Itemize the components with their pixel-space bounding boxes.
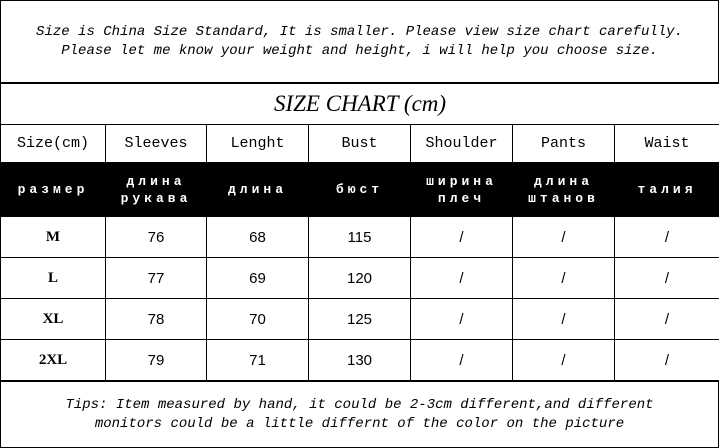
header-ru-line: плеч: [437, 190, 486, 206]
size-table: SIZE CHART (cm) Size(cm) Sleeves Lenght Bust…: [0, 83, 719, 381]
data-cell: XL: [0, 298, 106, 340]
data-cell: /: [410, 216, 513, 258]
data-cell: 69: [206, 257, 309, 299]
data-cell: /: [512, 216, 615, 258]
data-cell: 70: [206, 298, 309, 340]
data-cell: /: [613, 339, 719, 381]
data-row: L 77 69 120// /: [0, 257, 719, 299]
notice-line: Size is China Size Standard, It is small…: [36, 23, 683, 40]
data-cell: 79: [105, 339, 207, 381]
data-cell: 71: [206, 339, 309, 381]
header-cell: Bust: [308, 124, 411, 163]
tips-box: Tips: Item measured by hand, it could be…: [0, 381, 719, 448]
header-ru-line: длина: [126, 173, 186, 189]
header-ru-line: штанов: [528, 190, 599, 206]
tips-line: monitors could be a little differnt of t…: [94, 415, 625, 432]
notice-line: Please let me know your weight and heigh…: [61, 42, 658, 59]
header-ru-cell: талия: [613, 162, 719, 217]
header-ru-cell: длина рукава: [105, 162, 207, 217]
header-ru-line: талия: [637, 182, 697, 197]
tips-line: Tips: Item measured by hand, it could be…: [65, 396, 654, 413]
header-cell: Sleeves: [105, 124, 207, 163]
header-ru-cell: длина: [206, 162, 309, 217]
header-cell: Waist: [613, 124, 719, 163]
notice-box: Size is China Size Standard, It is small…: [0, 0, 719, 83]
header-ru-cell: бюст: [308, 162, 411, 217]
data-cell: /: [410, 298, 513, 340]
data-cell: /: [512, 298, 615, 340]
data-cell: M: [0, 216, 106, 258]
header-ru-cell: ширина плеч: [410, 162, 513, 217]
data-row: XL 78 70 125// /: [0, 298, 719, 340]
data-cell: 76: [105, 216, 207, 258]
header-cell: Pants: [512, 124, 615, 163]
header-ru-cell: длина штанов: [512, 162, 615, 217]
data-cell: 130: [308, 339, 411, 381]
data-cell: /: [613, 257, 719, 299]
data-cell: 2XL: [0, 339, 106, 381]
header-ru-row: размер длина рукава длина бюст ширина плеч длин…: [0, 162, 719, 217]
data-cell: /: [410, 257, 513, 299]
data-cell: /: [512, 339, 615, 381]
header-ru-line: длина: [533, 173, 593, 189]
data-cell: 78: [105, 298, 207, 340]
data-cell: /: [410, 339, 513, 381]
header-ru-line: длина: [227, 182, 287, 197]
header-cell: Size(cm): [0, 124, 106, 163]
data-cell: L: [0, 257, 106, 299]
data-cell: 68: [206, 216, 309, 258]
title-row: SIZE CHART (cm): [0, 83, 719, 125]
header-cell: Shoulder: [410, 124, 513, 163]
header-ru-line: размер: [17, 182, 89, 197]
header-ru-line: рукава: [120, 190, 192, 206]
header-ru-line: бюст: [335, 182, 384, 197]
header-ru-cell: размер: [0, 162, 106, 217]
header-ru-line: ширина: [426, 173, 497, 189]
data-row: 2XL 79 71 130// /: [0, 339, 719, 381]
data-cell: 125: [308, 298, 411, 340]
data-cell: 120: [308, 257, 411, 299]
data-cell: /: [512, 257, 615, 299]
data-cell: /: [613, 216, 719, 258]
data-cell: 115: [308, 216, 411, 258]
data-cell: 77: [105, 257, 207, 299]
header-cell: Lenght: [206, 124, 309, 163]
header-row: Size(cm) Sleeves Lenght Bust Shoulder Pants Wa…: [0, 124, 719, 163]
table-title: SIZE CHART (cm): [0, 83, 719, 125]
data-row: M 76 68 115// /: [0, 216, 719, 258]
data-cell: /: [613, 298, 719, 340]
